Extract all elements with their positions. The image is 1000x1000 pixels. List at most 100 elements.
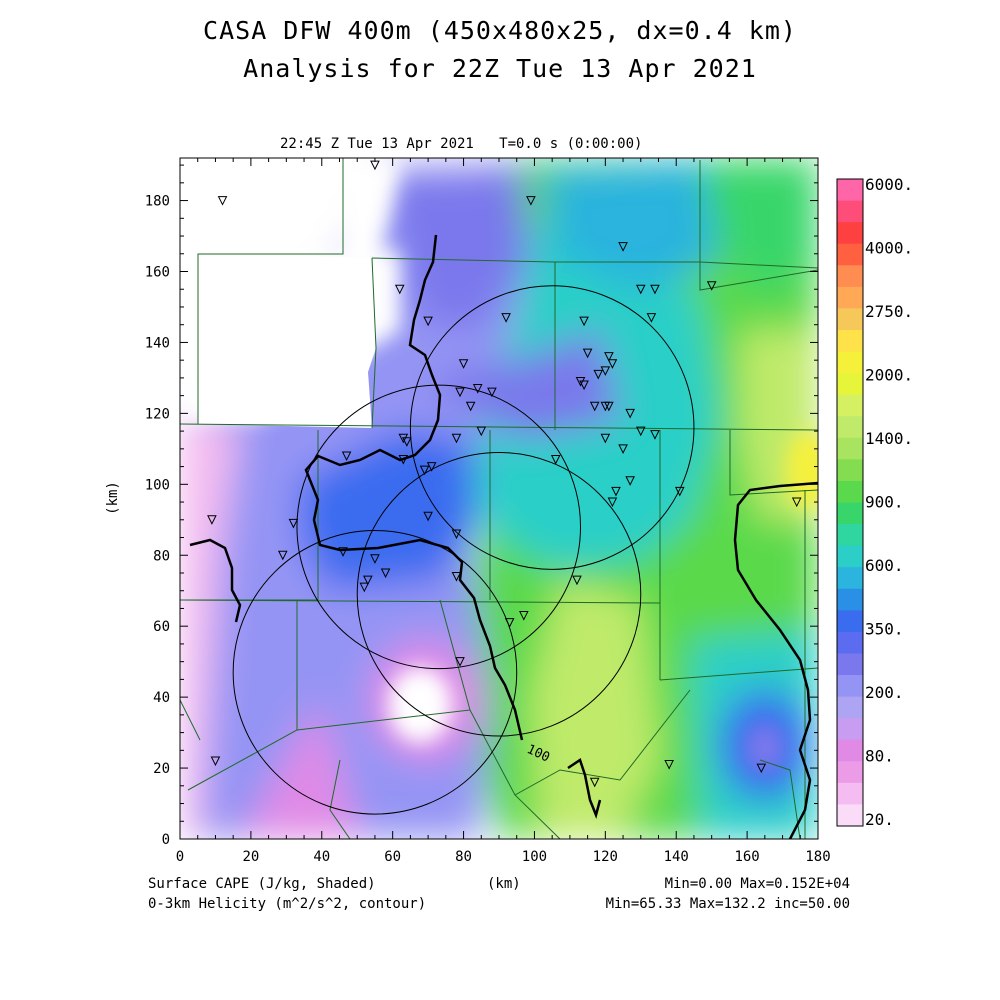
station-marker	[650, 284, 660, 295]
station-marker	[465, 401, 476, 412]
station-marker	[458, 359, 469, 369]
helicity-contour-south	[567, 758, 602, 819]
station-marker	[604, 401, 614, 412]
chart-title-line2: Analysis for 22Z Tue 13 Apr 2021	[243, 54, 757, 83]
valid-time-label: 22:45 Z Tue 13 Apr 2021 T=0.0 s (0:00:00…	[280, 136, 643, 152]
station-marker	[380, 568, 391, 579]
station-marker	[756, 763, 767, 774]
colorbar-swatch	[837, 588, 863, 611]
range-ring-radar-1	[232, 530, 518, 815]
x-tick-label: 0	[176, 849, 184, 865]
station-marker	[341, 451, 352, 462]
colorbar-swatch	[837, 631, 863, 654]
station-marker	[288, 518, 299, 529]
y-tick-label: 120	[145, 406, 170, 422]
station-marker	[217, 196, 228, 206]
station-marker	[455, 387, 465, 398]
footer-shaded-field: Surface CAPE (J/kg, Shaded)	[148, 876, 376, 892]
station-marker	[791, 497, 802, 508]
station-marker	[635, 426, 646, 437]
colorbar-swatch	[837, 222, 863, 245]
colorbar-swatch	[837, 502, 863, 525]
x-tick-label: 100	[522, 849, 547, 865]
colorbar-swatch	[837, 804, 863, 827]
footer-contour-field: 0-3km Helicity (m^2/s^2, contour)	[148, 896, 427, 912]
colorbar-label: 6000.	[865, 175, 913, 194]
station-marker	[593, 369, 604, 380]
colorbar-swatch	[837, 524, 863, 547]
helicity-contour-west	[189, 538, 242, 623]
y-tick-label: 160	[145, 265, 170, 281]
y-tick-label: 0	[162, 832, 170, 848]
station-marker	[572, 575, 582, 586]
colorbar-swatch	[837, 351, 863, 374]
colorbar-label: 350.	[865, 620, 904, 639]
colorbar-swatch	[837, 653, 863, 676]
station-marker	[589, 401, 600, 412]
station-marker	[582, 348, 593, 359]
x-tick-label: 40	[313, 849, 330, 865]
x-axis-label: (km)	[487, 876, 521, 892]
station-marker	[504, 618, 515, 628]
station-marker	[706, 281, 717, 291]
colorbar	[836, 178, 864, 827]
station-marker	[646, 313, 657, 323]
station-marker	[359, 582, 370, 593]
station-marker	[635, 284, 646, 295]
colorbar-labels: 6000. 4000. 2750. 2000. 1400. 900. 600. 350. 200…	[865, 175, 913, 829]
station-marker	[363, 575, 373, 586]
station-marker	[519, 611, 529, 621]
colorbar-label: 2750.	[865, 302, 913, 321]
x-tick-label: 60	[384, 849, 401, 865]
colorbar-label: 4000.	[865, 239, 913, 258]
station-marker	[650, 430, 660, 440]
colorbar-swatch	[837, 567, 863, 590]
station-marker	[423, 316, 433, 327]
colorbar-swatch	[837, 718, 863, 741]
colorbar-swatch	[837, 286, 863, 309]
range-ring-radar-2	[356, 451, 642, 737]
range-ring-radar-4	[409, 285, 695, 570]
station-marker	[600, 433, 611, 444]
radar-range-rings	[232, 285, 695, 815]
colorbar-label: 900.	[865, 493, 904, 512]
range-ring-radar-3	[296, 384, 582, 670]
colorbar-swatch	[837, 610, 863, 633]
colorbar-frame	[836, 178, 864, 827]
y-tick-label: 60	[153, 619, 170, 635]
station-marker	[607, 497, 618, 508]
station-marker	[207, 515, 217, 525]
station-marker	[451, 572, 462, 582]
colorbar-swatch	[837, 243, 863, 266]
y-tick-label: 100	[145, 477, 170, 493]
colorbar-label: 200.	[865, 683, 904, 702]
x-tick-label: 160	[734, 849, 759, 865]
colorbar-swatch	[837, 200, 863, 223]
station-marker	[579, 316, 589, 327]
x-tick-label: 120	[593, 849, 618, 865]
station-marker	[604, 352, 614, 362]
station-marker	[618, 444, 628, 454]
colorbar-label: 20.	[865, 810, 894, 829]
colorbar-swatch	[837, 373, 863, 396]
y-tick-label: 180	[145, 194, 170, 210]
colorbar-label: 2000.	[865, 366, 913, 385]
colorbar-swatch	[837, 437, 863, 460]
station-marker	[589, 777, 600, 788]
colorbar-swatch	[837, 459, 863, 482]
station-marker	[526, 196, 536, 206]
station-marker	[338, 547, 348, 557]
station-marker	[501, 313, 511, 323]
colorbar-swatch	[837, 394, 863, 417]
station-marker	[394, 284, 405, 295]
station-marker	[419, 465, 430, 476]
colorbar-label: 1400.	[865, 429, 913, 448]
station-marker	[611, 486, 621, 497]
station-marker	[423, 511, 433, 522]
colorbar-swatch	[837, 782, 863, 805]
x-tick-label: 180	[805, 849, 830, 865]
county-boundaries	[180, 158, 818, 839]
station-marker	[476, 426, 487, 437]
colorbar-swatch	[837, 545, 863, 568]
x-axis: 0 20 40 60 80 100 120 140 160 180	[176, 158, 831, 865]
